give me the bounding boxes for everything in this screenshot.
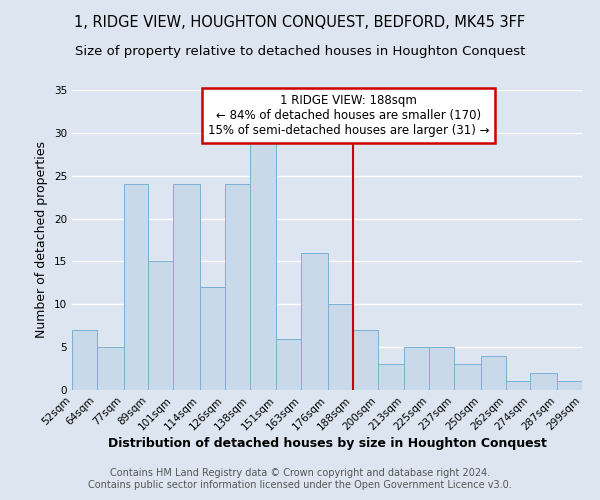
Bar: [200, 287, 225, 390]
Bar: [353, 330, 377, 390]
Bar: [328, 304, 353, 390]
Bar: [429, 347, 454, 390]
Y-axis label: Number of detached properties: Number of detached properties: [35, 142, 49, 338]
X-axis label: Distribution of detached houses by size in Houghton Conquest: Distribution of detached houses by size …: [107, 438, 547, 450]
Bar: [173, 184, 200, 390]
Bar: [481, 356, 506, 390]
Bar: [97, 347, 124, 390]
Bar: [557, 382, 582, 390]
Bar: [454, 364, 481, 390]
Bar: [148, 262, 173, 390]
Bar: [377, 364, 404, 390]
Text: Contains HM Land Registry data © Crown copyright and database right 2024.
Contai: Contains HM Land Registry data © Crown c…: [88, 468, 512, 490]
Text: 1 RIDGE VIEW: 188sqm
← 84% of detached houses are smaller (170)
15% of semi-deta: 1 RIDGE VIEW: 188sqm ← 84% of detached h…: [208, 94, 490, 138]
Bar: [124, 184, 148, 390]
Bar: [301, 253, 328, 390]
Bar: [404, 347, 429, 390]
Text: 1, RIDGE VIEW, HOUGHTON CONQUEST, BEDFORD, MK45 3FF: 1, RIDGE VIEW, HOUGHTON CONQUEST, BEDFOR…: [74, 15, 526, 30]
Bar: [277, 338, 301, 390]
Bar: [506, 382, 530, 390]
Bar: [225, 184, 250, 390]
Bar: [72, 330, 97, 390]
Bar: [530, 373, 557, 390]
Text: Size of property relative to detached houses in Houghton Conquest: Size of property relative to detached ho…: [75, 45, 525, 58]
Bar: [250, 142, 277, 390]
